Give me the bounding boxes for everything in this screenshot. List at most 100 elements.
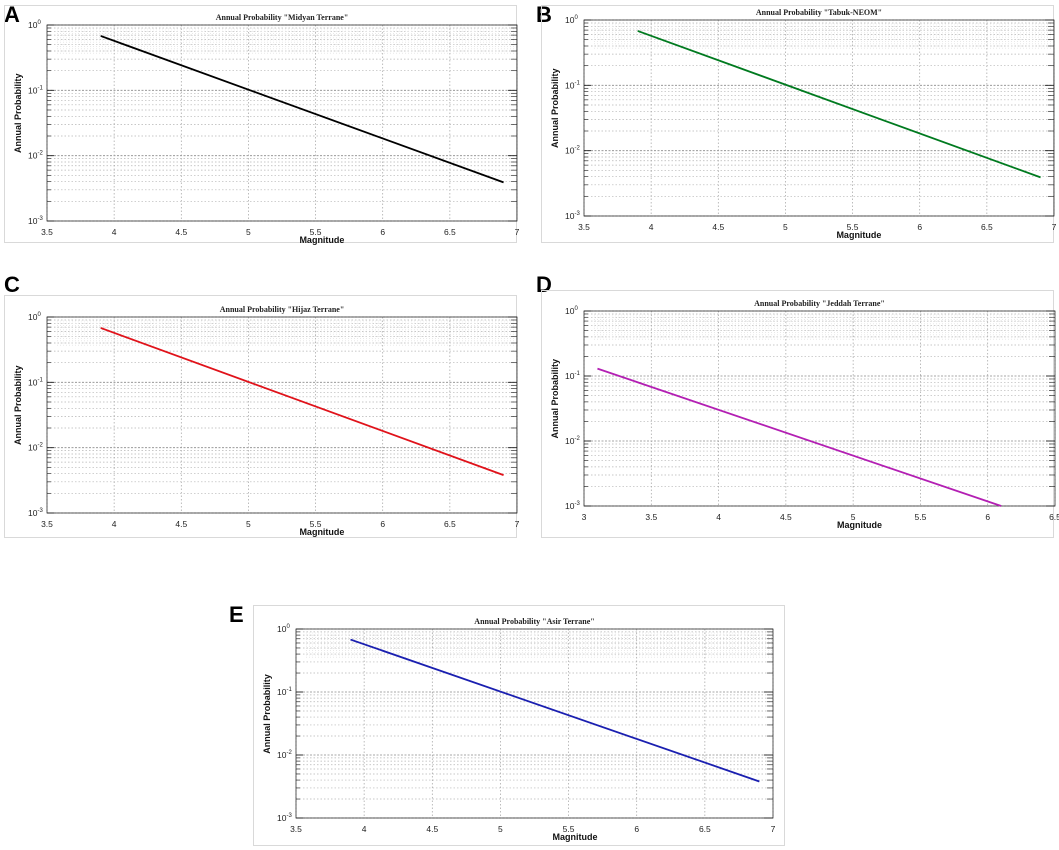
y-tick-label: 10-2 — [565, 146, 580, 156]
x-tick-label: 6 — [380, 519, 385, 529]
y-axis-label: Annual Probability — [550, 68, 560, 148]
y-tick-label: 10-3 — [565, 501, 580, 511]
x-tick-label: 3.5 — [41, 519, 53, 529]
series-line — [100, 327, 504, 476]
x-tick-label: 5 — [783, 222, 788, 232]
y-tick-label: 10-2 — [277, 750, 292, 760]
x-tick-label: 6 — [380, 227, 385, 237]
plot-border — [583, 19, 1055, 217]
x-tick-label: 7 — [771, 824, 776, 834]
series-line — [637, 30, 1041, 179]
x-tick-label: 7 — [515, 519, 520, 529]
x-tick-label: 5.5 — [563, 824, 575, 834]
series-line — [350, 638, 760, 783]
chart-title: Annual Probability "Jeddah Terrane" — [754, 299, 885, 308]
x-tick-label: 5.5 — [310, 519, 322, 529]
x-tick-label: 5 — [851, 512, 856, 522]
x-tick-label: 4 — [112, 227, 117, 237]
plot-border — [295, 628, 774, 819]
y-axis-label: Annual Probability — [13, 365, 23, 445]
plot-border — [46, 24, 518, 222]
x-tick-label: 4.5 — [175, 227, 187, 237]
chart-title: Annual Probability "Midyan Terrane" — [216, 13, 349, 22]
panel-letter-e: E — [229, 602, 244, 627]
chart-title: Annual Probability "Tabuk-NEOM" — [756, 8, 882, 17]
x-tick-label: 4 — [112, 519, 117, 529]
x-tick-label: 5.5 — [310, 227, 322, 237]
x-tick-label: 5.5 — [915, 512, 927, 522]
y-tick-label: 10-1 — [277, 687, 292, 697]
grid-lines — [583, 19, 1055, 217]
x-tick-label: 6.5 — [444, 227, 456, 237]
x-tick-label: 6 — [985, 512, 990, 522]
grid-lines — [583, 310, 1056, 507]
panel-frame-a — [4, 5, 517, 243]
x-tick-label: 6.5 — [444, 519, 456, 529]
y-tick-label: 10-1 — [28, 377, 43, 387]
chart-title: Annual Probability "Hijaz Terrane" — [220, 305, 345, 314]
y-axis-label: Annual Probability — [13, 73, 23, 153]
y-axis-label: Annual Probability — [550, 359, 560, 439]
y-tick-label: 10-2 — [28, 151, 43, 161]
y-tick-label: 100 — [28, 312, 41, 322]
y-tick-label: 10-2 — [28, 443, 43, 453]
y-axis-label: Annual Probability — [262, 674, 272, 754]
grid-lines — [46, 316, 518, 514]
y-tick-label: 100 — [565, 15, 578, 25]
panel-frame-b — [541, 5, 1054, 243]
panel-letter-c: C — [4, 272, 20, 297]
x-axis-label: Magnitude — [299, 235, 344, 245]
y-tick-label: 10-3 — [565, 211, 580, 221]
x-tick-label: 3 — [582, 512, 587, 522]
x-tick-label: 4.5 — [780, 512, 792, 522]
series-line — [100, 35, 504, 184]
y-tick-label: 10-1 — [565, 80, 580, 90]
y-tick-label: 10-3 — [28, 508, 43, 518]
panel-frame-d — [541, 290, 1054, 538]
x-tick-label: 3.5 — [41, 227, 53, 237]
y-tick-label: 100 — [565, 306, 578, 316]
x-tick-label: 7 — [515, 227, 520, 237]
chart-b: Annual Probability "Tabuk-NEOM" 3.5 4 4.5 5 5… — [550, 8, 1057, 240]
x-tick-label: 6.5 — [1049, 512, 1059, 522]
y-tick-label: 100 — [277, 624, 290, 634]
x-tick-label: 4.5 — [712, 222, 724, 232]
x-tick-label: 6.5 — [699, 824, 711, 834]
plot-border — [583, 310, 1056, 507]
x-axis-label: Magnitude — [553, 832, 598, 842]
x-tick-label: 5 — [246, 519, 251, 529]
x-axis-label: Magnitude — [837, 520, 882, 530]
grid-lines — [295, 628, 774, 819]
series-line — [597, 367, 1002, 507]
y-tick-label: 10-3 — [28, 216, 43, 226]
panel-frame-e — [253, 605, 785, 846]
y-tick-label: 100 — [28, 20, 41, 30]
grid-lines — [46, 24, 518, 222]
chart-c: Annual Probability "Hijaz Terrane" 3.5 4 4.… — [13, 305, 520, 537]
chart-e: Annual Probability "Asir Terrane" 3.5 4 4.5… — [262, 617, 776, 842]
x-tick-label: 6.5 — [981, 222, 993, 232]
x-tick-label: 7 — [1052, 222, 1057, 232]
y-tick-label: 10-1 — [565, 371, 580, 381]
x-tick-label: 3.5 — [578, 222, 590, 232]
x-tick-label: 4.5 — [426, 824, 438, 834]
x-tick-label: 4 — [362, 824, 367, 834]
x-tick-label: 5.5 — [847, 222, 859, 232]
x-tick-label: 6 — [917, 222, 922, 232]
x-tick-label: 4.5 — [175, 519, 187, 529]
x-tick-label: 5 — [246, 227, 251, 237]
chart-d: Annual Probability "Jeddah Terrane" 3 3.5 4… — [550, 299, 1059, 530]
x-axis-label: Magnitude — [299, 527, 344, 537]
y-tick-label: 10-3 — [277, 813, 292, 823]
chart-a: Annual Probability "Midyan Terrane" 3.5 4 4… — [13, 13, 520, 245]
x-tick-label: 4 — [649, 222, 654, 232]
x-tick-label: 3.5 — [645, 512, 657, 522]
x-tick-label: 3.5 — [290, 824, 302, 834]
plot-border — [46, 316, 518, 514]
panel-letter-a: A — [4, 2, 20, 27]
x-axis-label: Magnitude — [836, 230, 881, 240]
y-tick-label: 10-1 — [28, 85, 43, 95]
panel-letter-b: B — [536, 2, 552, 27]
x-tick-label: 5 — [498, 824, 503, 834]
chart-title: Annual Probability "Asir Terrane" — [474, 617, 594, 626]
